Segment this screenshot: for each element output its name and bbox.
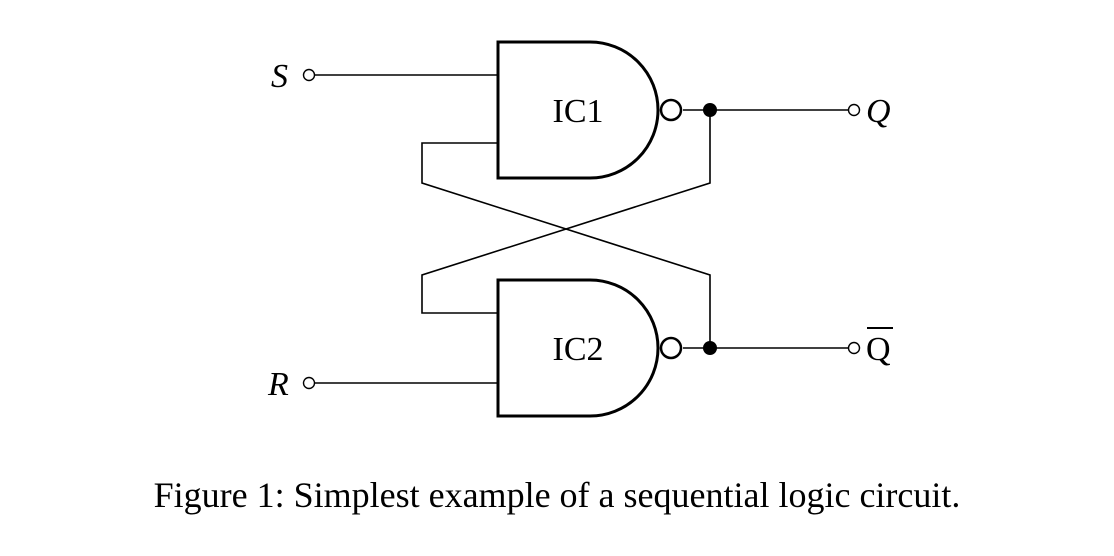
s-input-label: S <box>271 58 288 95</box>
q-output-label: Q <box>866 93 891 130</box>
sr-latch-diagram: IC1 IC2 S R Q Q <box>267 40 893 418</box>
qbar-terminal <box>847 341 861 355</box>
qbar-junction-dot <box>703 341 717 355</box>
ic1-nand-gate <box>496 40 660 180</box>
ic1-label: IC1 <box>553 93 604 130</box>
q-junction-dot <box>703 103 717 117</box>
figure-caption: Figure 1: Simplest example of a sequenti… <box>153 475 961 515</box>
ic1-output-bubble <box>659 98 683 122</box>
s-terminal <box>302 68 316 82</box>
feedback-wire-ic2-input <box>421 110 711 314</box>
r-input-label: R <box>267 366 289 403</box>
feedback-wire-ic1-input <box>421 142 711 348</box>
ic2-label: IC2 <box>553 331 604 368</box>
ic2-output-bubble <box>659 336 683 360</box>
qbar-output-label: Q <box>866 331 891 368</box>
ic2-nand-gate <box>496 278 660 418</box>
q-terminal <box>847 103 861 117</box>
r-terminal <box>302 376 316 390</box>
